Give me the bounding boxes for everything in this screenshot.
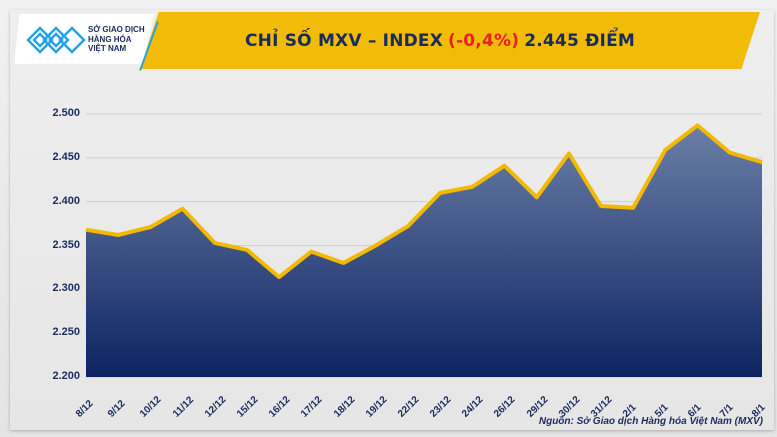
y-tick-label: 2.500 (52, 107, 80, 119)
logo-text: SỞ GIAO DỊCH HÀNG HÓA VIỆT NAM (88, 25, 145, 53)
y-tick-label: 2.250 (52, 326, 80, 339)
title-banner (140, 12, 760, 69)
y-tick-label: 2.450 (52, 150, 80, 163)
index-line (85, 123, 763, 280)
y-tick-label: 2.400 (52, 194, 80, 207)
title-suffix: 2.445 ĐIỂM (524, 30, 635, 51)
chart-title: CHỈ SỐ MXV – INDEX (-0,4%) 2.445 ĐIỂM (180, 12, 700, 69)
area-fill (86, 125, 762, 378)
source-note: Nguồn: Sở Giao dịch Hàng hóa Việt Nam (M… (538, 416, 763, 427)
y-tick-label: 2.300 (52, 282, 80, 295)
y-tick-label: 2.200 (52, 370, 80, 382)
title-prefix: CHỈ SỐ MXV – INDEX (244, 30, 444, 51)
title-change: (-0,4%) (448, 30, 520, 51)
mxv-logo-icon (26, 26, 86, 54)
y-tick-label: 2.350 (52, 238, 80, 251)
